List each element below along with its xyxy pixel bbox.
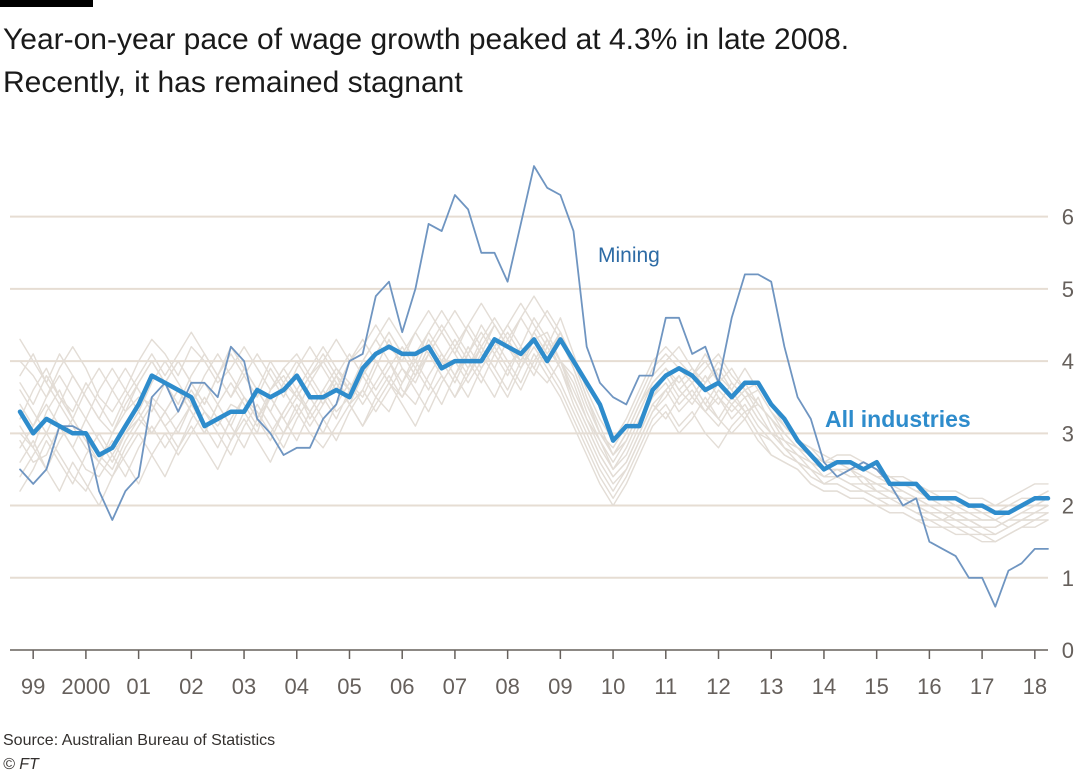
x-tick-label-17: 17	[970, 674, 994, 699]
series-line-other-industry-14	[19, 338, 1049, 543]
x-tick-label-04: 04	[285, 674, 309, 699]
x-tick-label-13: 13	[759, 674, 783, 699]
y-tick-label-2: 2	[1062, 494, 1074, 519]
copyright-credit: © FT	[3, 756, 39, 773]
y-tick-label-5: 5	[1062, 277, 1074, 302]
x-tick-label-05: 05	[337, 674, 361, 699]
series-line-other-industry-10	[19, 317, 1049, 521]
x-tick-label-01: 01	[126, 674, 150, 699]
series-labels: All industries Mining	[598, 244, 971, 432]
x-axis: 99 2000 01 02 03 04 05 06 07 08 09 10 11 12 13 14 15 16 17…	[21, 650, 1047, 699]
x-tick-label-06: 06	[390, 674, 414, 699]
ft-brand-bar	[0, 0, 93, 7]
y-tick-label-1: 1	[1062, 566, 1074, 591]
x-tick-label-07: 07	[443, 674, 467, 699]
y-tick-label-0: 0	[1062, 638, 1074, 663]
x-tick-label-18: 18	[1023, 674, 1047, 699]
source-note: Source: Australian Bureau of Statistics	[3, 732, 276, 749]
chart-title: Year-on-year pace of wage growth peaked …	[3, 18, 1063, 104]
chart-title-line-2: Recently, it has remained stagnant	[3, 66, 463, 99]
x-tick-label-08: 08	[495, 674, 519, 699]
x-tick-label-2000: 2000	[61, 674, 110, 699]
series-line-other-industry-11	[19, 331, 1049, 528]
x-tick-label-09: 09	[548, 674, 572, 699]
x-tick-label-12: 12	[706, 674, 730, 699]
x-tick-label-14: 14	[812, 674, 836, 699]
chart-title-line-1: Year-on-year pace of wage growth peaked …	[3, 23, 850, 56]
series-label-mining: Mining	[598, 244, 660, 267]
y-tick-label-4: 4	[1062, 349, 1074, 374]
x-tick-label-15: 15	[864, 674, 888, 699]
y-tick-label-6: 6	[1062, 205, 1074, 230]
y-tick-label-3: 3	[1062, 421, 1074, 446]
x-tick-label-03: 03	[232, 674, 256, 699]
x-tick-label-99: 99	[21, 674, 45, 699]
series-line-all-industries	[17, 337, 1051, 516]
x-tick-label-11: 11	[654, 674, 677, 699]
mining-series	[19, 165, 1049, 608]
x-tick-label-16: 16	[917, 674, 941, 699]
x-tick-label-02: 02	[179, 674, 203, 699]
series-label-all-industries: All industries	[825, 406, 971, 432]
x-tick-label-10: 10	[601, 674, 625, 699]
series-line-mining	[19, 165, 1049, 608]
all-industries-series	[17, 337, 1051, 516]
